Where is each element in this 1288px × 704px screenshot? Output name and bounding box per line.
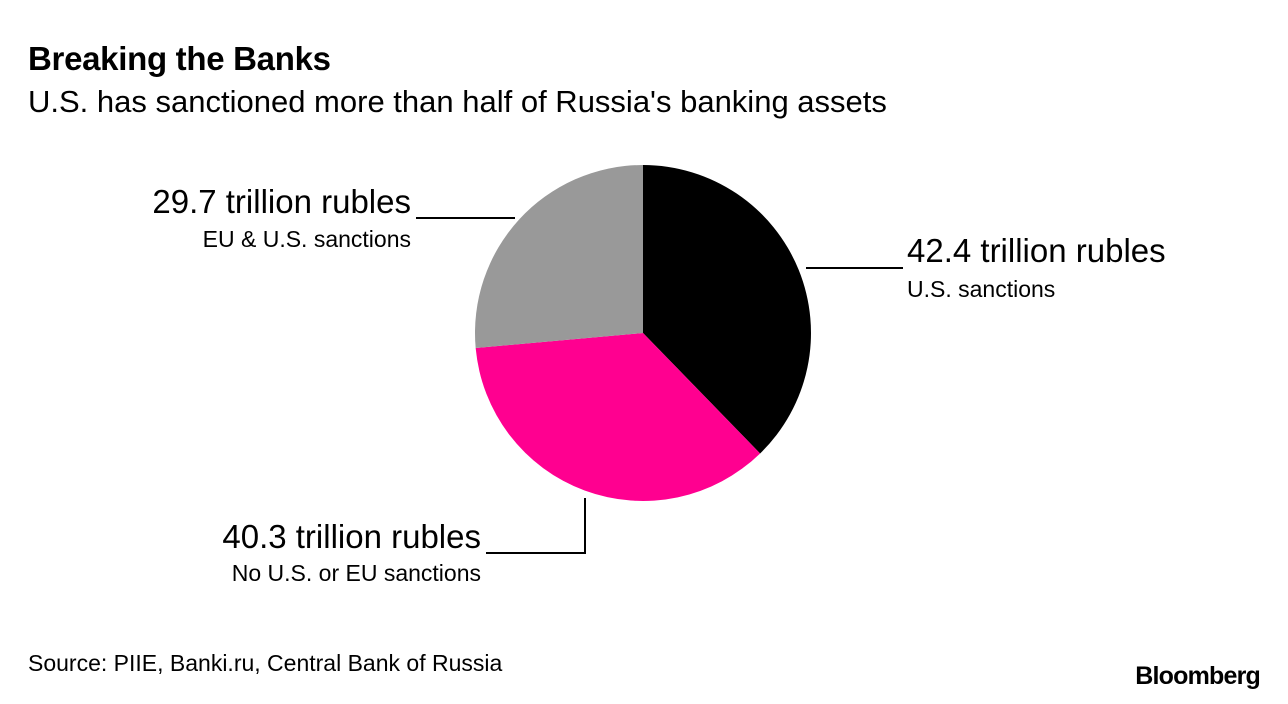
pie-labels: 42.4 trillion rubles U.S. sanctions 40.3 t… (152, 183, 1165, 586)
slice-category-label: U.S. sanctions (907, 276, 1055, 302)
pie-slice-eu-u-s-sanctions (474, 165, 643, 349)
bloomberg-logo: Bloomberg (1135, 662, 1261, 690)
slice-category-label: EU & U.S. sanctions (203, 226, 411, 252)
pie-slices (474, 165, 811, 501)
pie-slice-no-u-s-or-eu-sanctions (475, 333, 761, 501)
chart-subtitle: U.S. has sanctioned more than half of Ru… (28, 84, 887, 119)
chart-title: Breaking the Banks (28, 40, 331, 77)
pie-slice-u-s-sanctions (643, 165, 811, 454)
pie-leader-lines (416, 217, 903, 554)
slice-value-label: 40.3 trillion rubles (222, 518, 481, 555)
source-note: Source: PIIE, Banki.ru, Central Bank of … (28, 650, 503, 676)
slice-value-label: 42.4 trillion rubles (907, 232, 1166, 269)
leader-line (486, 498, 586, 554)
slice-value-label: 29.7 trillion rubles (152, 183, 411, 220)
slice-category-label: No U.S. or EU sanctions (232, 560, 481, 586)
